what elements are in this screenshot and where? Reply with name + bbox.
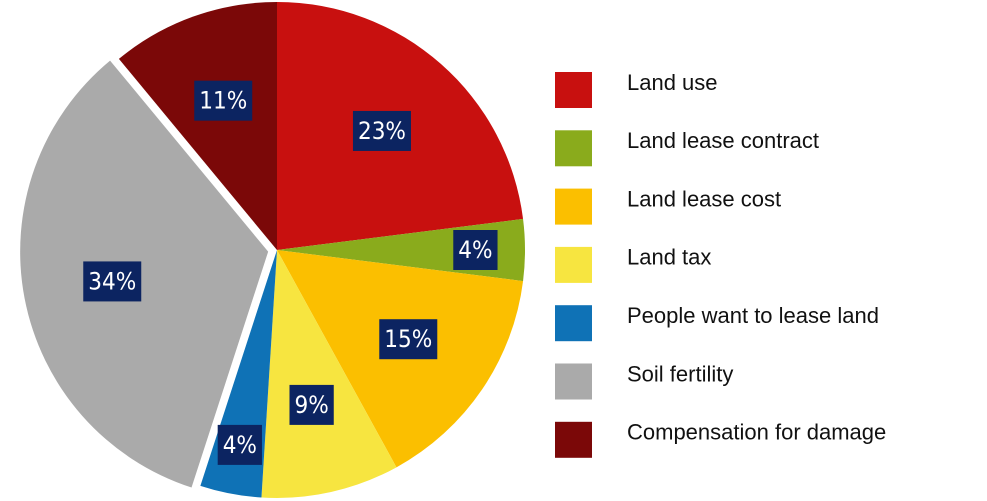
legend-swatch: [555, 363, 592, 400]
pie-slice: [261, 250, 397, 498]
legend-swatch: [555, 421, 592, 458]
data-label: 9%: [294, 391, 328, 419]
pie-slice: [118, 2, 277, 250]
legend-label: People want to lease land: [627, 303, 879, 328]
data-label-box: [289, 384, 334, 425]
legend-label: Land use: [627, 70, 718, 95]
data-label-box: [352, 110, 411, 151]
legend-swatch: [555, 305, 592, 342]
pie-slice: [20, 60, 269, 488]
data-label-box: [453, 230, 498, 270]
data-label-box: [194, 80, 253, 121]
legend-swatch: [555, 188, 592, 225]
legend-swatch: [555, 246, 592, 283]
data-label-box: [217, 424, 262, 465]
data-label: 4%: [458, 236, 492, 264]
legend-label: Land lease contract: [627, 128, 819, 153]
data-label: 4%: [223, 431, 257, 459]
data-label-box: [379, 319, 438, 360]
data-label-box: [83, 261, 142, 302]
data-label: 23%: [358, 117, 406, 145]
legend-label: Soil fertility: [627, 361, 733, 386]
legend-swatch: [555, 130, 592, 167]
data-label: 11%: [199, 87, 247, 115]
data-label: 34%: [88, 267, 136, 295]
legend-label: Land tax: [627, 245, 711, 270]
legend-swatch: [555, 72, 592, 108]
legend-label: Land lease cost: [627, 186, 781, 211]
data-label: 15%: [384, 325, 432, 353]
legend-label: Compensation for damage: [627, 420, 886, 445]
